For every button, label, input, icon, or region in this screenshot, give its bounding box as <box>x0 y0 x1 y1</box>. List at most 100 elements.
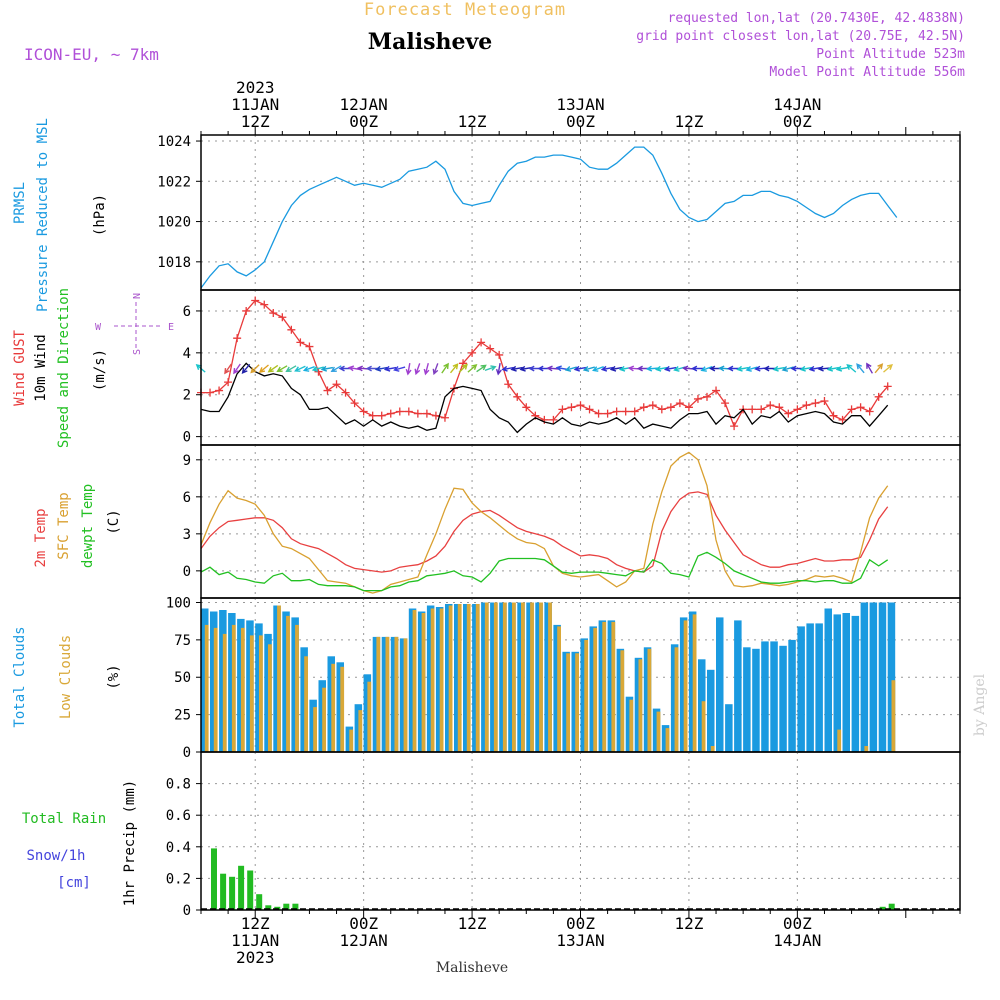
total-cloud-bar <box>463 604 471 752</box>
low-cloud-bar <box>376 636 381 752</box>
rain-bar <box>256 894 263 910</box>
temp-unit: (C) <box>106 509 122 534</box>
wind-direction-arrow <box>592 366 604 372</box>
low-cloud-bar <box>584 639 589 752</box>
rain-bar <box>265 905 272 910</box>
wind-direction-arrow <box>467 364 478 373</box>
wind-direction-arrow <box>374 365 388 372</box>
wind-direction-arrow <box>393 365 406 372</box>
gust-marker <box>712 386 721 395</box>
total-cloud-bar <box>616 648 625 752</box>
wind-direction-arrow <box>224 363 232 375</box>
rain-bar <box>283 903 290 910</box>
total-cloud-bar <box>589 626 597 752</box>
gust-marker <box>233 334 242 343</box>
gust-marker <box>332 380 341 389</box>
gust-marker <box>766 401 775 410</box>
low-cloud-bar <box>493 602 498 752</box>
low-cloud-bar <box>439 608 444 752</box>
gust-marker <box>820 397 829 406</box>
low-cloud-bar <box>566 653 570 752</box>
gust-marker <box>395 407 404 416</box>
wind-direction-arrow <box>405 362 412 376</box>
gust-marker <box>368 411 377 420</box>
gust-marker <box>675 399 684 408</box>
low-cloud-bar <box>539 602 543 752</box>
location-title: Malisheve <box>368 29 492 55</box>
gust-marker <box>341 388 350 397</box>
total-cloud-bar <box>210 611 218 752</box>
total-cloud-bar <box>725 704 733 752</box>
wind-direction-arrow <box>874 363 884 374</box>
gust-marker <box>856 403 865 412</box>
wind-direction-arrow <box>691 365 704 372</box>
temperature-ytick-label: 6 <box>183 490 191 506</box>
gust-marker <box>422 409 431 418</box>
wind-ytick-label: 2 <box>183 388 191 404</box>
low-cloud-bar <box>692 614 697 752</box>
temperature-panel: 0 3 6 9 <box>183 444 961 599</box>
prmsl-sub-label: Pressure Reduced to MSL <box>35 118 51 312</box>
gust-marker <box>486 344 495 353</box>
gust-marker <box>648 401 657 410</box>
wind-label: 10m Wind <box>33 334 49 401</box>
total-cloud-bar <box>788 639 796 752</box>
gust-marker <box>684 403 693 412</box>
wind-direction-arrow <box>781 365 794 372</box>
bottom-time-label: 13JAN <box>556 931 604 950</box>
low-cloud-bar <box>331 663 336 752</box>
wind-direction-arrow <box>772 365 785 372</box>
low-cloud-bar <box>611 621 616 752</box>
gust-marker <box>730 422 739 431</box>
low-cloud-bar <box>701 701 706 752</box>
gust-marker <box>883 382 892 391</box>
top-time-label: 13JAN <box>556 95 604 114</box>
low-cloud-bar <box>430 608 435 752</box>
total-cloud-bar <box>553 624 561 752</box>
low-cloud-bar <box>340 666 345 752</box>
bottom-time-label: 00Z <box>566 914 595 933</box>
low-cloud-bar <box>358 710 363 752</box>
requested-coords: requested lon,lat (20.7430E, 42.4838N) <box>668 11 965 26</box>
low-cloud-bar <box>385 636 390 752</box>
gust-marker <box>693 394 702 403</box>
wind-direction-arrow <box>414 363 421 376</box>
bottom-time-label: 11JAN <box>231 931 279 950</box>
snow-label: Snow/1h <box>26 848 85 864</box>
low-cloud-bar <box>665 728 670 752</box>
wind-direction-arrow <box>883 364 894 373</box>
temperature-ytick-label: 3 <box>183 527 191 543</box>
bottom-time-label: 2023 <box>236 948 275 967</box>
gust-marker <box>558 405 567 414</box>
wind-direction-arrow <box>555 365 568 372</box>
low-cloud-bar <box>304 656 308 752</box>
total-cloud-bar <box>490 602 498 752</box>
total-cloud-bar <box>707 669 715 752</box>
total-cloud-bar <box>381 636 390 752</box>
gust-marker <box>657 405 666 414</box>
total-cloud-bar <box>354 704 363 752</box>
gust-marker <box>630 407 639 416</box>
total-cloud-bar <box>679 617 688 752</box>
model-label: ICON-EU, ~ 7km <box>24 45 159 64</box>
gust-marker <box>576 401 585 410</box>
temperature-sfc-temp-line <box>200 451 889 594</box>
wind-direction-arrow <box>846 364 857 373</box>
wind-direction-arrow <box>826 365 840 372</box>
gust-marker <box>287 325 296 334</box>
gust-marker <box>721 399 730 408</box>
total-cloud-bar <box>761 641 769 752</box>
low-cloud-bar <box>891 680 896 752</box>
total-cloud-bar <box>770 641 778 752</box>
wind-direction-arrow <box>790 365 803 372</box>
bottom-time-label: 12JAN <box>340 931 388 950</box>
wind-direction-arrow <box>727 365 740 372</box>
wind-direction-arrow <box>302 366 315 372</box>
top-time-label: 11JAN <box>231 95 279 114</box>
total-cloud-bar <box>309 699 317 752</box>
gust-marker <box>495 350 504 359</box>
gust-marker <box>260 300 269 309</box>
low-cloud-bar <box>448 605 453 752</box>
gust-marker <box>440 413 449 422</box>
